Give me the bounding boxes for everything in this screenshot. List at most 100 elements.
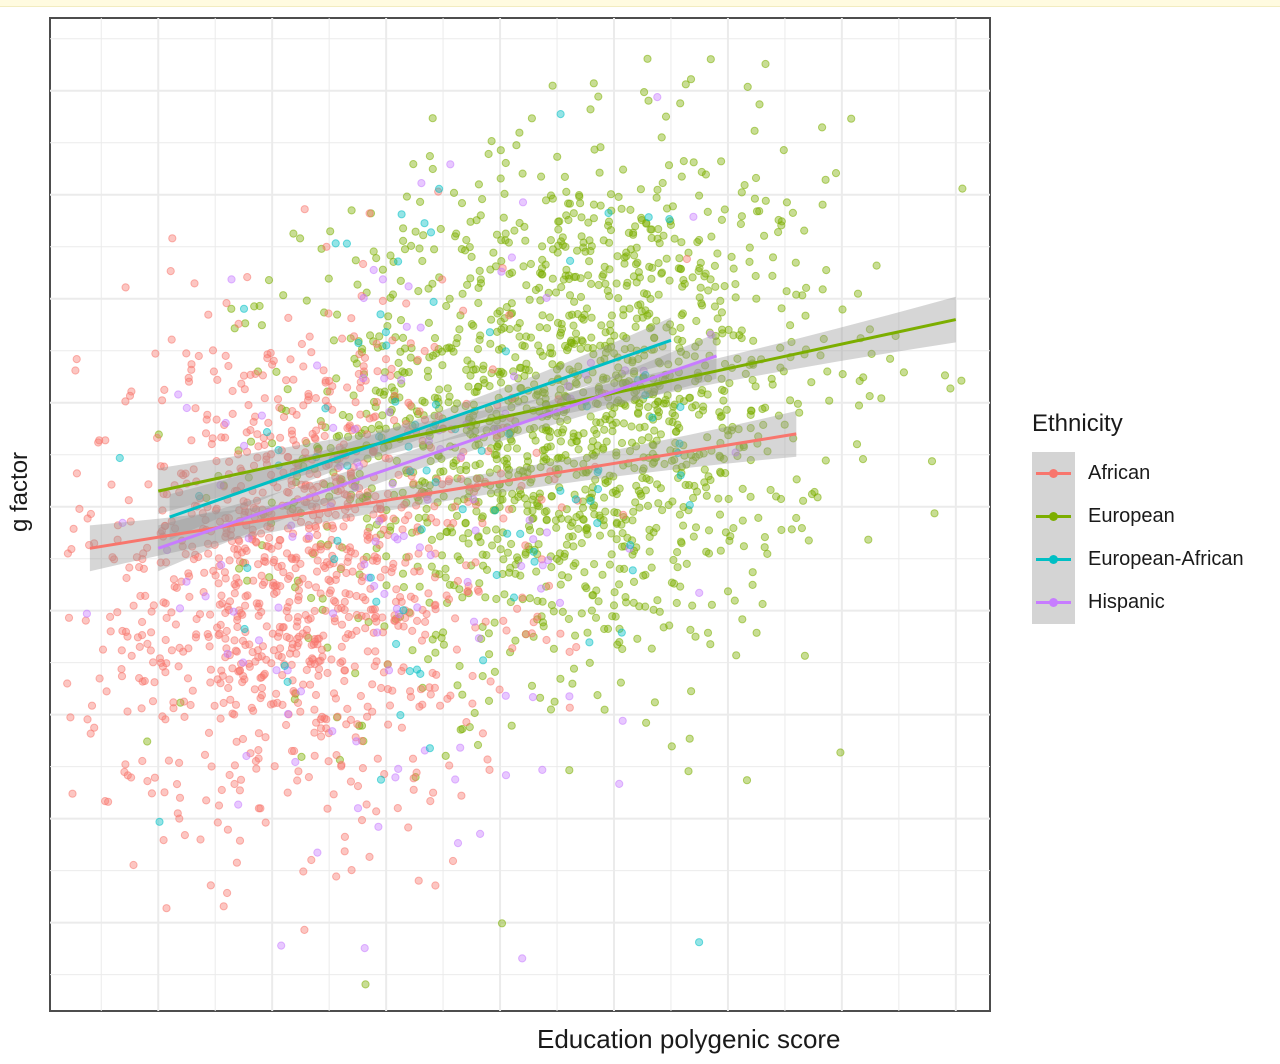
data-point-european <box>532 391 541 400</box>
data-point-european <box>267 498 276 507</box>
data-point-african <box>195 610 205 619</box>
data-point-african <box>205 642 214 651</box>
data-point-european <box>645 547 654 556</box>
data-point-european <box>684 767 693 776</box>
data-point-european <box>272 367 281 376</box>
data-point-european <box>398 333 408 342</box>
data-point-european <box>562 540 572 549</box>
data-point-african <box>158 712 167 721</box>
data-point-european <box>386 251 395 260</box>
data-point-african <box>269 356 278 365</box>
data-point-european <box>617 520 626 529</box>
data-point-african <box>340 666 350 675</box>
data-point-african <box>251 537 260 546</box>
data-point-european <box>428 164 437 174</box>
data-point-european-african <box>685 501 694 510</box>
data-point-european <box>625 304 634 313</box>
data-point-european-african <box>330 555 339 564</box>
data-point-african <box>200 750 210 760</box>
data-point-hispanic <box>328 727 337 736</box>
data-point-european <box>522 359 531 368</box>
data-point-african <box>365 852 374 862</box>
data-point-european <box>717 215 727 224</box>
data-point-european <box>606 190 616 199</box>
data-point-european <box>626 343 635 353</box>
data-point-european <box>400 368 409 377</box>
data-point-european <box>717 374 726 383</box>
data-point-european <box>409 160 418 169</box>
data-point-african <box>212 415 221 424</box>
data-point-european <box>411 227 420 236</box>
data-point-african <box>313 556 322 565</box>
data-point-european <box>539 622 548 631</box>
data-point-european <box>546 343 555 352</box>
data-point-african <box>123 632 132 641</box>
data-point-african <box>504 505 514 514</box>
data-point-african <box>104 797 113 806</box>
data-point-european <box>568 518 577 527</box>
data-point-african <box>420 346 429 356</box>
data-point-african <box>505 311 514 320</box>
data-point-european <box>572 513 581 522</box>
data-point-european <box>716 296 725 305</box>
data-point-african <box>279 412 289 422</box>
data-point-european <box>818 123 827 132</box>
data-point-european <box>669 555 678 565</box>
data-point-european <box>636 300 645 309</box>
data-point-hispanic <box>201 592 210 601</box>
data-point-european <box>692 316 701 326</box>
data-point-european <box>499 213 508 222</box>
data-point-african <box>390 416 399 425</box>
data-point-european <box>470 708 479 718</box>
data-point-european <box>697 389 706 398</box>
data-point-european <box>670 411 680 420</box>
data-point-african <box>332 751 341 760</box>
data-point-european <box>652 316 661 325</box>
data-point-european <box>481 593 490 602</box>
data-point-european <box>561 341 570 351</box>
data-point-african <box>305 657 314 666</box>
data-point-european <box>556 237 566 246</box>
data-point-african <box>499 514 508 523</box>
data-point-european <box>568 679 577 688</box>
data-point-hispanic <box>227 275 236 284</box>
data-point-african <box>179 647 188 656</box>
data-point-european <box>838 370 847 379</box>
data-point-european <box>523 452 532 461</box>
data-point-european-african <box>676 402 685 412</box>
data-point-european <box>372 254 381 263</box>
data-point-european <box>452 229 461 238</box>
data-point-african <box>233 622 242 632</box>
data-point-african <box>451 502 460 511</box>
data-point-hispanic <box>371 537 380 546</box>
data-point-european <box>752 294 761 303</box>
data-point-european <box>749 336 758 345</box>
data-point-european <box>617 438 627 448</box>
data-point-european <box>621 515 631 524</box>
data-point-european <box>471 461 480 470</box>
data-point-african <box>305 332 314 341</box>
data-point-european <box>545 313 555 322</box>
data-point-african <box>86 729 95 738</box>
data-point-african <box>323 804 332 813</box>
data-point-european <box>548 194 557 203</box>
data-point-african <box>448 856 458 866</box>
data-point-european-african <box>648 413 657 422</box>
data-point-african <box>235 836 245 845</box>
data-point-african <box>521 541 530 550</box>
data-point-european <box>478 672 487 681</box>
data-point-european <box>854 401 864 410</box>
data-point-european <box>774 215 783 225</box>
data-point-european <box>556 385 565 394</box>
data-point-european <box>464 382 473 391</box>
data-point-european <box>424 318 433 327</box>
data-point-african <box>404 823 413 832</box>
data-point-european <box>593 400 602 409</box>
data-point-african <box>125 391 135 400</box>
data-point-african <box>307 548 317 557</box>
data-point-european <box>362 514 371 523</box>
data-point-european <box>235 564 244 573</box>
data-point-african <box>453 576 462 586</box>
data-point-european <box>569 209 578 218</box>
data-point-european <box>594 597 603 606</box>
